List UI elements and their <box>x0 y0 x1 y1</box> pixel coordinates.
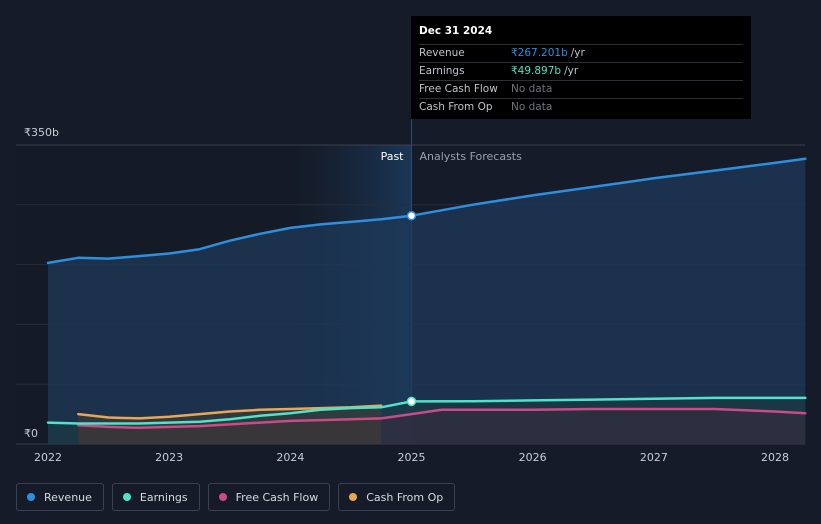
x-tick-label: 2024 <box>276 451 304 464</box>
legend-dot-icon <box>122 493 131 501</box>
x-tick-label: 2026 <box>519 451 547 464</box>
y-tick-label: ₹0 <box>24 427 38 440</box>
tooltip-row-earnings: Earnings ₹49.897b /yr <box>419 62 743 80</box>
tooltip-row-free-cash-flow: Free Cash Flow No data <box>419 80 743 98</box>
tooltip-value: No data <box>511 83 553 95</box>
legend-label: Earnings <box>139 490 188 504</box>
x-tick-label: 2027 <box>640 451 668 464</box>
tooltip-value: No data <box>511 101 553 113</box>
cash-from-op-line <box>77 404 383 420</box>
legend-dot-icon <box>27 493 35 501</box>
tooltip-date: Dec 31 2024 <box>419 25 493 37</box>
x-tick-label: 2023 <box>155 451 183 464</box>
tooltip-row-cash-from-op: Cash From Op No data <box>419 98 743 116</box>
legend-item-earnings[interactable]: Earnings <box>111 483 200 511</box>
earnings-line <box>46 396 807 425</box>
tooltip-value: ₹49.897b <box>511 65 562 77</box>
tooltip-label: Earnings <box>419 65 465 77</box>
legend-dot-icon <box>349 493 358 501</box>
tooltip-label: Free Cash Flow <box>419 83 498 95</box>
free-cash-flow-line <box>77 407 807 430</box>
legend-item-revenue[interactable]: Revenue <box>16 483 104 511</box>
forecast-label: Analysts Forecasts <box>420 150 523 163</box>
legend-label: Free Cash Flow <box>235 490 319 504</box>
tooltip-label: Cash From Op <box>419 101 493 113</box>
legend-label: Cash From Op <box>366 490 444 504</box>
tooltip-label: Revenue <box>419 47 465 59</box>
revenue-line <box>46 157 807 265</box>
tooltip-unit: /yr <box>570 47 585 59</box>
legend-dot-icon <box>218 493 227 501</box>
free-cash-flow-area <box>78 409 806 444</box>
legend-item-cash-from-op[interactable]: Cash From Op <box>338 483 456 511</box>
revenue-area <box>48 158 806 444</box>
tooltip-value: ₹267.201b <box>511 47 568 59</box>
legend-label: Revenue <box>44 490 92 504</box>
earnings-marker <box>406 396 417 407</box>
past-label: Past <box>381 150 405 163</box>
y-tick-label: ₹350b <box>24 126 59 139</box>
tooltip: Dec 31 2024 Revenue ₹267.201b /yr Earnin… <box>411 16 751 119</box>
tooltip-row-revenue: Revenue ₹267.201b /yr <box>419 44 743 62</box>
legend: Revenue Earnings Free Cash Flow Cash Fro… <box>16 483 456 511</box>
tooltip-unit: /yr <box>564 65 579 77</box>
revenue-marker <box>406 210 417 221</box>
legend-item-free-cash-flow[interactable]: Free Cash Flow <box>207 483 331 511</box>
x-tick-label: 2025 <box>398 451 426 464</box>
x-tick-label: 2022 <box>34 451 62 464</box>
x-tick-label: 2028 <box>761 451 789 464</box>
